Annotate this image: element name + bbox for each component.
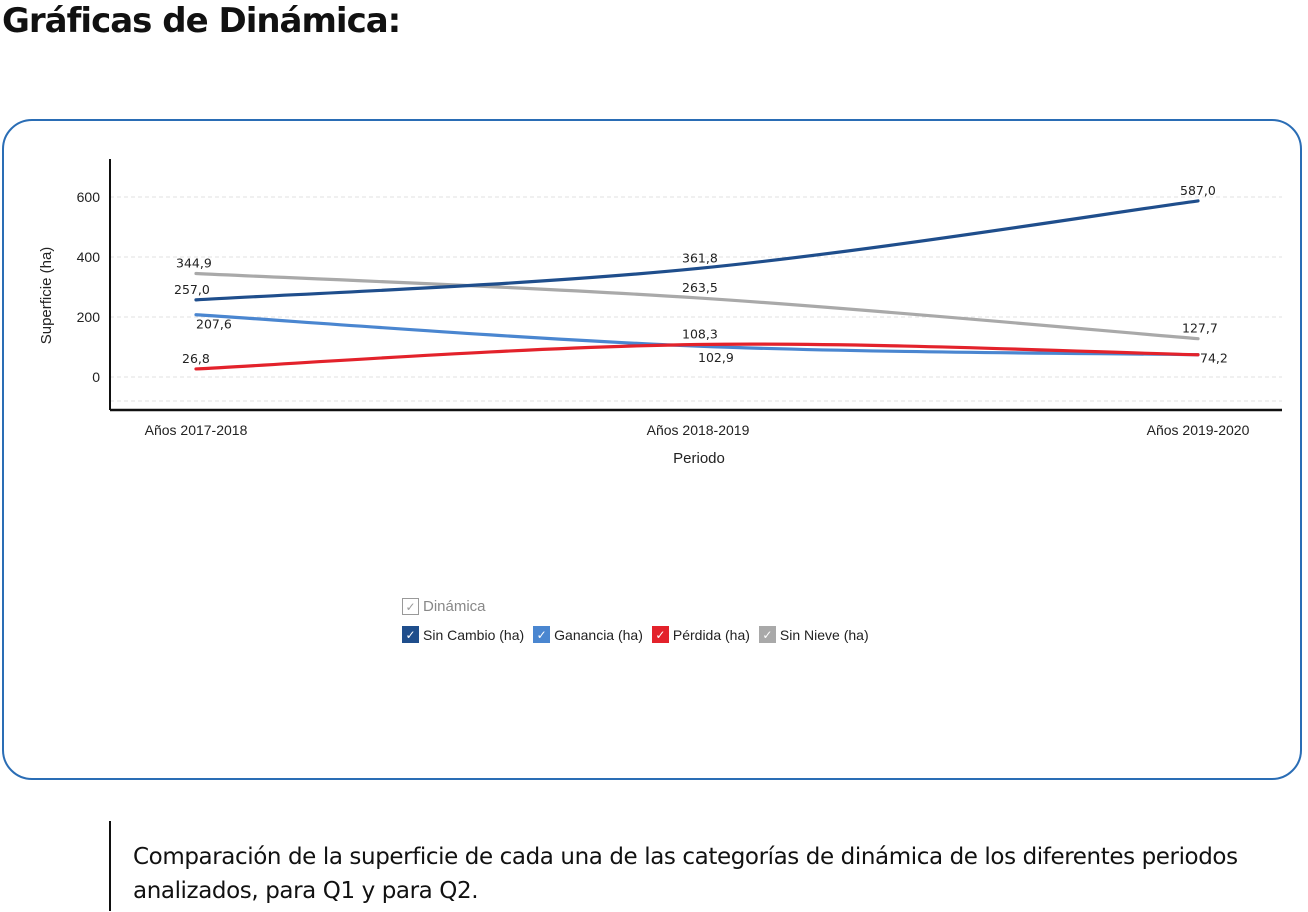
legend-item[interactable]: ✓ Pérdida (ha) xyxy=(651,626,750,643)
data-label: 587,0 xyxy=(1180,183,1216,198)
legend-item-label: Pérdida (ha) xyxy=(672,626,750,643)
page-title: Gráficas de Dinámica: xyxy=(2,1,401,41)
legend-item-label: Sin Nieve (ha) xyxy=(779,626,869,643)
data-label: 344,9 xyxy=(176,256,212,271)
legend-item[interactable]: ✓ Ganancia (ha) xyxy=(533,626,643,643)
x-tick-label: Años 2019-2020 xyxy=(1147,422,1250,438)
data-label: 257,0 xyxy=(174,282,210,297)
y-tick-label: 600 xyxy=(77,189,101,205)
y-tick-label: 400 xyxy=(77,249,101,265)
data-label: 207,6 xyxy=(196,317,232,332)
x-tick-label: Años 2017-2018 xyxy=(145,422,248,438)
caption-divider xyxy=(109,821,111,911)
legend-item[interactable]: ✓ Sin Nieve (ha) xyxy=(758,626,869,643)
checkbox-icon[interactable]: ✓ xyxy=(402,626,419,643)
data-label: 74,2 xyxy=(1200,351,1228,366)
data-label: 102,9 xyxy=(698,350,734,365)
legend-title-label: Dinámica xyxy=(423,598,486,615)
figure-caption: Comparación de la superficie de cada una… xyxy=(133,844,1238,904)
series-lines xyxy=(194,199,1200,371)
checkbox-icon[interactable]: ✓ xyxy=(758,626,776,643)
axes: 0 200 400 600 Años 2017-2018 Años 2018-2019 Añ… xyxy=(77,159,1282,438)
x-axis-title: Periodo xyxy=(673,450,725,467)
data-label: 108,3 xyxy=(682,327,718,342)
series-line xyxy=(194,313,1200,357)
data-label: 26,8 xyxy=(182,351,210,366)
y-tick-label: 200 xyxy=(77,309,101,325)
data-label: 263,5 xyxy=(682,280,718,295)
chart-card: 0 200 400 600 Años 2017-2018 Años 2018-2019 Añ… xyxy=(2,119,1302,780)
legend-item-label: Sin Cambio (ha) xyxy=(423,626,525,643)
data-label: 361,8 xyxy=(682,250,718,265)
y-axis-title: Superficie (ha) xyxy=(38,247,55,345)
data-labels: 257,0 361,8 587,0 207,6 102,9 26,8 108,3 74,2 34… xyxy=(174,183,1228,366)
legend-title[interactable]: ✓ Dinámica xyxy=(402,598,878,615)
x-tick-label: Años 2018-2019 xyxy=(647,422,750,438)
checkbox-icon[interactable]: ✓ xyxy=(402,598,419,615)
data-label: 127,7 xyxy=(1182,321,1218,336)
y-tick-label: 0 xyxy=(92,369,100,385)
checkbox-icon[interactable]: ✓ xyxy=(533,626,551,643)
grid-lines xyxy=(110,196,1282,402)
series-line xyxy=(194,271,1200,341)
checkbox-icon[interactable]: ✓ xyxy=(651,626,669,643)
legend-item-label: Ganancia (ha) xyxy=(554,626,643,643)
series-line xyxy=(194,199,1200,302)
legend-item[interactable]: ✓ Sin Cambio (ha) xyxy=(402,626,524,643)
series-line xyxy=(194,342,1200,371)
legend-items: ✓ Sin Cambio (ha) ✓ Ganancia (ha) ✓ Pérdida (… xyxy=(402,626,878,643)
line-chart: 0 200 400 600 Años 2017-2018 Años 2018-2019 Añ… xyxy=(38,159,1282,467)
legend: ✓ Dinámica ✓ Sin Cambio (ha) ✓ Ganancia (ha… xyxy=(402,598,878,643)
